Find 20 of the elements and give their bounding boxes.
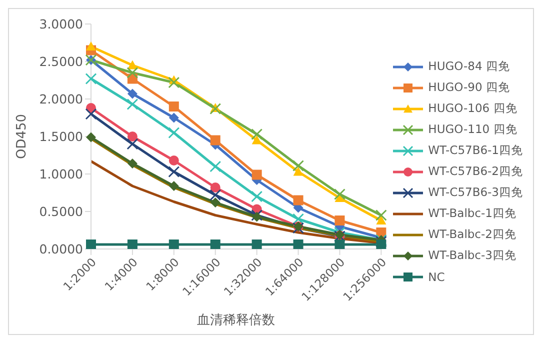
legend-label: WT-C57B6-2四免	[428, 164, 523, 179]
y-tick-label: 0.5000	[39, 204, 84, 219]
legend-label: HUGO-84 四免	[428, 59, 510, 74]
legend-label: HUGO-110 四免	[428, 122, 518, 137]
y-tick-label: 3.0000	[39, 16, 84, 32]
legend-label: WT-C57B6-1四免	[428, 143, 523, 158]
legend-label: WT-C57B6-3四免	[428, 185, 523, 200]
y-tick-label: 1.0000	[39, 166, 84, 182]
x-axis-title: 血清稀释倍数	[197, 313, 276, 328]
y-tick-label: 2.5000	[39, 54, 84, 69]
y-tick-label: 2.0000	[39, 91, 84, 106]
y-tick-label: 1.5000	[39, 128, 84, 144]
legend-label: HUGO-90 四免	[428, 80, 510, 95]
legend-label: HUGO-106 四免	[428, 101, 518, 116]
legend-label: NC	[428, 270, 445, 284]
legend-label: WT-Balbc-2四免	[428, 227, 516, 242]
y-axis-title: OD450	[14, 114, 30, 160]
legend-label: WT-Balbc-3四免	[428, 248, 516, 263]
y-tick-label: 0.0000	[39, 241, 84, 256]
legend-label: WT-Balbc-1四免	[428, 206, 516, 221]
